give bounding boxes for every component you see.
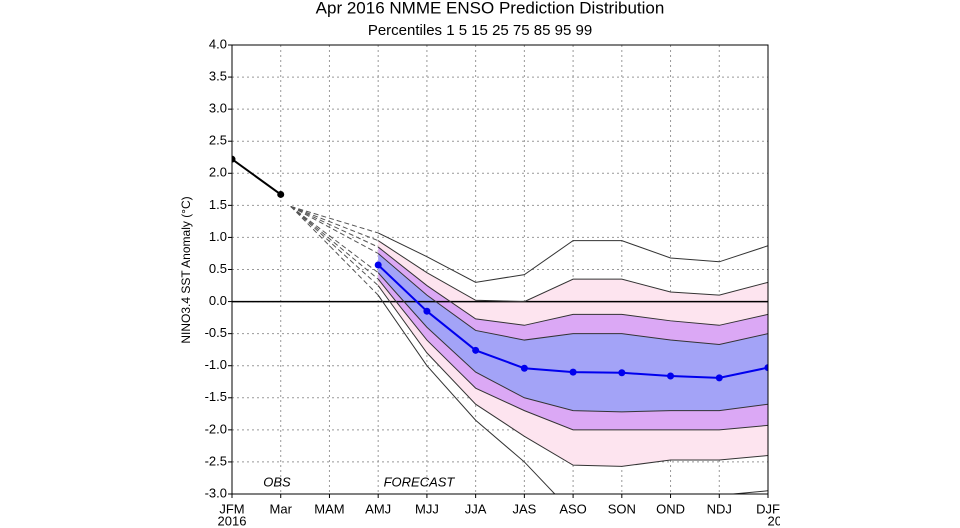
y-tick-label: 3.0: [209, 101, 227, 116]
fan-connector: [290, 206, 379, 254]
y-tick-label: -3.0: [205, 485, 227, 500]
x-tick-label: JFM: [219, 501, 244, 516]
mean-line-point: [472, 346, 480, 354]
x-tick-label: MAM: [314, 501, 344, 516]
observed-line-point: [277, 190, 285, 198]
mean-line-point: [764, 364, 768, 372]
fan-connector: [290, 205, 379, 234]
annotation: OBS: [263, 474, 291, 489]
x-tick-label: MJJ: [415, 501, 439, 516]
x-tick-label: SON: [608, 501, 636, 516]
x-tick-label: JJA: [465, 501, 487, 516]
y-tick-label: 4.0: [209, 36, 227, 51]
y-tick-label: -0.5: [205, 325, 227, 340]
year-label: 2016: [218, 513, 247, 528]
y-tick-label: 2.0: [209, 165, 227, 180]
y-tick-label: 1.5: [209, 197, 227, 212]
plot-area: [232, 45, 768, 494]
year-label: 2017: [768, 513, 797, 528]
axes: -3.0 -2.5 -2.0 -1.5 -1.0 -0.5 0.0 0.5 1.0 1.5 2.0 2…: [205, 36, 797, 528]
mean-line-point: [618, 369, 626, 377]
plot-frame: [231, 44, 769, 495]
x-tick-label: DJF: [756, 501, 780, 516]
percentile-band: [378, 253, 768, 412]
y-tick-label: 2.5: [209, 133, 227, 148]
percentile-line: [377, 246, 768, 326]
y-tick-label: -2.5: [205, 453, 227, 468]
x-tick-label: JAS: [512, 501, 536, 516]
percentile-line: [377, 232, 768, 283]
y-tick-label: -1.0: [205, 357, 227, 372]
fan-connector: [290, 206, 379, 286]
percentile-line: [377, 240, 768, 303]
fan-connector: [290, 206, 379, 274]
annotation: FORECAST: [384, 474, 456, 489]
x-tick-label: NDJ: [707, 501, 732, 516]
x-tick-label: AMJ: [365, 501, 391, 516]
y-tick-label: 0.5: [209, 261, 227, 276]
fan-connector: [290, 205, 379, 248]
y-tick-label: -2.0: [205, 421, 227, 436]
chart-title: Apr 2016 NMME ENSO Prediction Distributi…: [316, 0, 665, 17]
y-tick-label: -1.5: [205, 389, 227, 404]
mean-line-point: [569, 368, 577, 376]
fan-connector: [290, 206, 379, 296]
y-axis-label: NINO3.4 SST Anomaly (°C): [179, 196, 193, 343]
mean-line-point: [423, 307, 431, 315]
mean-line-point: [715, 374, 723, 382]
fan-connector: [290, 206, 379, 280]
x-tick-label: OND: [656, 501, 685, 516]
y-tick-label: 1.0: [209, 229, 227, 244]
mean-line-point: [374, 261, 382, 269]
percentile-line: [377, 253, 768, 346]
x-tick-label: Mar: [270, 501, 293, 516]
y-tick-label: 0.0: [209, 293, 227, 308]
percentile-line: [377, 294, 768, 494]
percentile-line: [377, 272, 768, 413]
percentile-line: [377, 278, 768, 431]
y-tick-label: 3.5: [209, 69, 227, 84]
x-tick-label: ASO: [559, 501, 586, 516]
chart-subtitle: Percentiles 1 5 15 25 75 85 95 99: [368, 22, 592, 39]
mean-line-point: [667, 372, 675, 380]
percentile-line: [377, 285, 768, 467]
observed-line-point: [232, 155, 236, 163]
observed-line: [232, 158, 282, 196]
mean-line-point: [520, 364, 528, 372]
